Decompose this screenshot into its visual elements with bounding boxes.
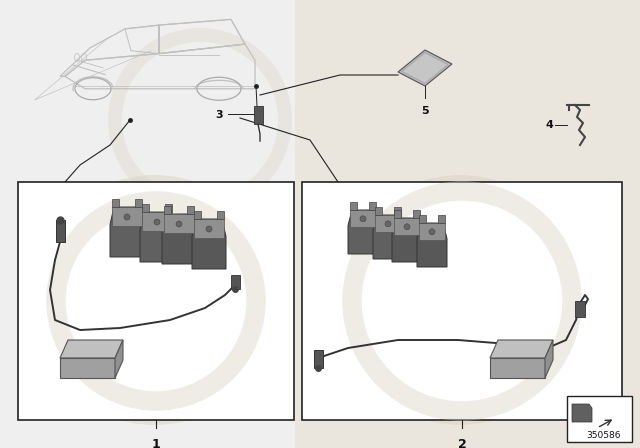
Polygon shape (115, 340, 123, 378)
Polygon shape (398, 50, 452, 86)
Bar (350, 210, 376, 227)
Polygon shape (60, 340, 123, 358)
Bar (164, 214, 194, 233)
Polygon shape (110, 207, 144, 257)
Polygon shape (192, 219, 226, 269)
Polygon shape (417, 223, 447, 267)
Bar (350, 202, 357, 210)
Bar (419, 215, 426, 223)
Text: 5: 5 (421, 106, 429, 116)
Bar (394, 218, 420, 235)
Bar (194, 211, 201, 219)
Circle shape (124, 214, 130, 220)
Polygon shape (348, 210, 378, 254)
Bar (217, 211, 224, 219)
Polygon shape (392, 218, 422, 262)
Bar (413, 210, 420, 218)
Circle shape (385, 221, 391, 227)
Bar (231, 275, 240, 289)
Bar (135, 199, 142, 207)
Bar (302, 182, 622, 420)
Polygon shape (572, 404, 592, 422)
Bar (56, 220, 65, 242)
Bar (165, 204, 172, 212)
Bar (194, 219, 224, 238)
Circle shape (206, 226, 212, 232)
Text: 3: 3 (216, 110, 223, 120)
Bar (375, 207, 382, 215)
Bar (394, 210, 401, 218)
Text: 4: 4 (545, 120, 553, 130)
Polygon shape (490, 358, 545, 378)
Bar (438, 215, 445, 223)
Bar (112, 207, 142, 226)
Bar (142, 204, 149, 212)
Bar (375, 215, 401, 232)
Circle shape (154, 219, 160, 225)
Polygon shape (545, 340, 553, 378)
Bar (254, 106, 263, 124)
Bar (164, 206, 171, 214)
Text: 2: 2 (458, 438, 467, 448)
Text: 1: 1 (152, 438, 161, 448)
Polygon shape (373, 215, 403, 259)
Text: 350586: 350586 (587, 431, 621, 440)
Bar (187, 206, 194, 214)
Bar (112, 199, 119, 207)
Polygon shape (140, 212, 174, 262)
Bar (369, 202, 376, 210)
Polygon shape (490, 340, 553, 358)
Circle shape (176, 221, 182, 227)
Bar (142, 212, 172, 231)
Polygon shape (295, 0, 640, 448)
Bar (394, 207, 401, 215)
Bar (567, 396, 632, 442)
Circle shape (429, 229, 435, 235)
Bar (419, 223, 445, 240)
Bar (575, 301, 585, 317)
Polygon shape (402, 53, 448, 83)
Bar (18, 182, 294, 420)
Polygon shape (60, 358, 115, 378)
Circle shape (360, 216, 366, 222)
Polygon shape (162, 214, 196, 264)
Circle shape (404, 224, 410, 230)
Bar (314, 350, 323, 368)
